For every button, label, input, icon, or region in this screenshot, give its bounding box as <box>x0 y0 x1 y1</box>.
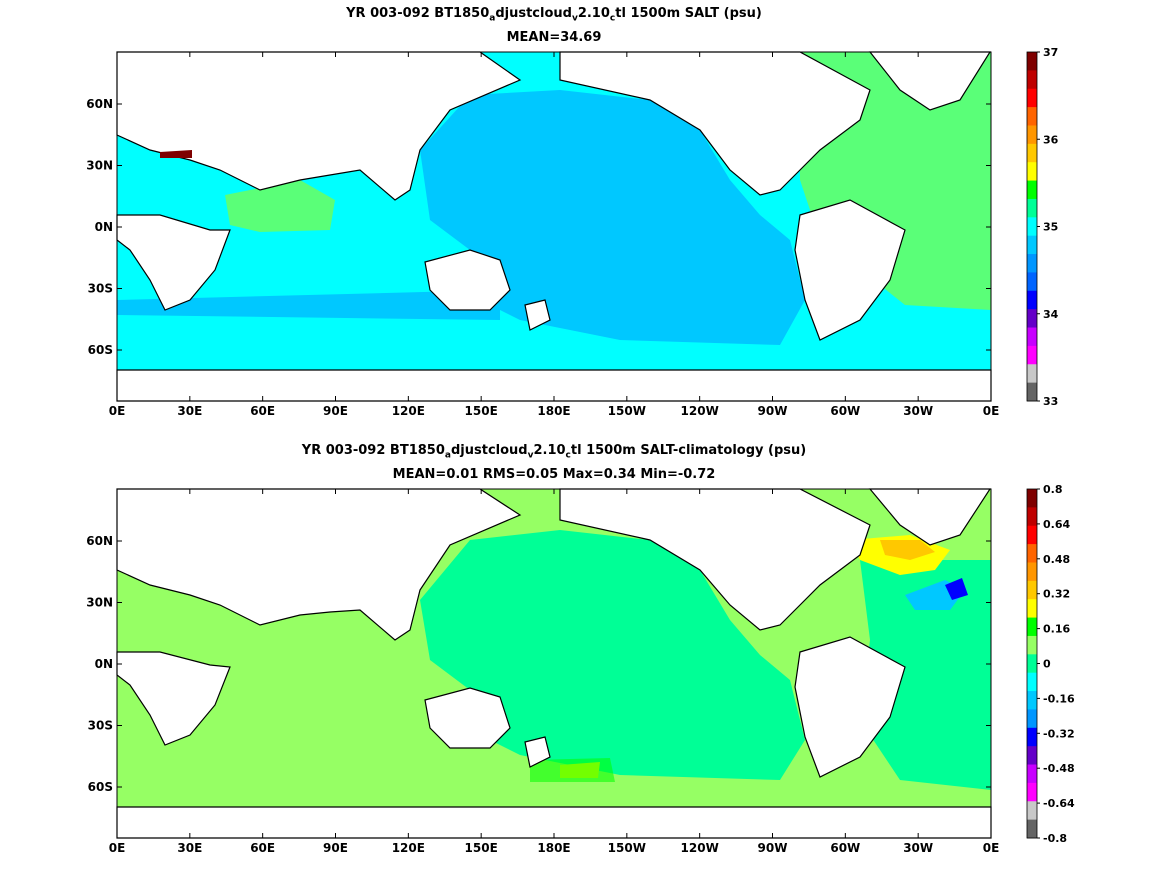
lon-tick-label: 0E <box>983 404 1000 418</box>
lon-tick-label: 180E <box>537 404 570 418</box>
lon-tick-label: 60W <box>830 404 860 418</box>
top-mediterranean-patch <box>160 150 192 158</box>
top-map-plot <box>116 51 992 402</box>
lon-tick-label: 150W <box>608 404 646 418</box>
lon-tick-label: 0E <box>109 404 126 418</box>
lat-tick-label: 60S <box>88 343 113 357</box>
lon-tick-label: 150E <box>465 404 498 418</box>
top-north-america <box>559 51 871 196</box>
top-title: YR 003-092 BT1850adjustcloudv2.10ctl 150… <box>346 6 762 24</box>
lon-tick-label: 30W <box>903 404 933 418</box>
top-africa <box>116 214 231 311</box>
top-new-zealand <box>524 299 551 331</box>
lat-tick-label: 30N <box>86 159 113 173</box>
bottom-title: YR 003-092 BT1850adjustcloudv2.10ctl 150… <box>301 443 807 461</box>
lat-tick-label: 0N <box>95 220 113 234</box>
top-south-america <box>794 199 906 341</box>
lon-tick-label: 90E <box>323 404 348 418</box>
top-southern-band <box>117 290 500 320</box>
lon-tick-label: 120W <box>681 404 719 418</box>
top-lon-axis: 0E 30E 60E 90E 120E 150E 180E 150W 120W 90W 60W 30W… <box>109 52 1000 418</box>
top-land <box>116 51 992 402</box>
lon-tick-label: 60E <box>250 404 275 418</box>
lat-tick-label: 60N <box>86 97 113 111</box>
top-lat-axis: 60N 30N 0N 30S 60S <box>86 97 991 357</box>
lon-tick-label: 120E <box>392 404 425 418</box>
top-arabian-region <box>225 180 335 232</box>
lon-tick-label: 90W <box>758 404 788 418</box>
top-australia <box>424 249 511 311</box>
bottom-subtitle: MEAN=0.01 RMS=0.05 Max=0.34 Min=-0.72 <box>392 467 716 482</box>
top-pacific-region <box>420 90 805 345</box>
lon-tick-label: 30E <box>177 404 202 418</box>
lat-tick-label: 30S <box>88 282 113 296</box>
top-subtitle: MEAN=34.69 <box>506 30 602 45</box>
